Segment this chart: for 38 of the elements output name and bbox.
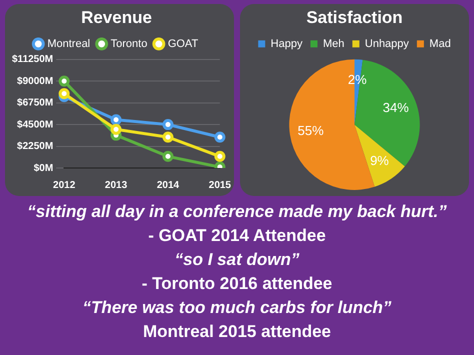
- data-label: 55%: [298, 123, 324, 138]
- legend-label: Mad: [429, 38, 451, 50]
- legend-label: Happy: [270, 38, 303, 50]
- chart-title: Satisfaction: [306, 8, 403, 27]
- text: “so I sat down”: [174, 249, 300, 271]
- point: [58, 88, 70, 100]
- point: [162, 119, 174, 130]
- text: “sitting all day in a conference made my back hurt.”: [26, 201, 448, 223]
- text: “There was too much carbs for lunch”: [82, 297, 392, 319]
- point: [110, 114, 122, 126]
- y-tick-label: $9000M: [17, 76, 54, 87]
- text: Montreal 2015 attendee: [142, 321, 332, 343]
- point: [162, 150, 174, 162]
- point: [58, 76, 70, 87]
- x-tick-label: 2015: [208, 180, 232, 191]
- chart-title: Revenue: [81, 8, 152, 27]
- data-label: 2%: [348, 72, 368, 87]
- point: [214, 132, 226, 143]
- y-tick-label: $11250M: [12, 54, 54, 66]
- x-tick-label: 2013: [104, 180, 128, 191]
- data-label: 9%: [370, 153, 390, 168]
- y-tick-label: $2250M: [17, 141, 54, 152]
- legend-label: Unhappy: [364, 38, 410, 50]
- legend-label: Meh: [322, 38, 344, 50]
- x-tick-label: 2014: [156, 180, 180, 191]
- point: [162, 132, 174, 143]
- point: [214, 150, 226, 162]
- data-label: 34%: [382, 100, 410, 115]
- y-tick-label: $0M: [34, 162, 54, 174]
- point: [110, 124, 122, 135]
- text: - GOAT 2014 Attendee: [147, 225, 327, 247]
- legend-label: Montreal: [47, 38, 90, 50]
- x-tick-label: 2012: [53, 180, 76, 191]
- y-tick-label: $4500M: [17, 119, 54, 130]
- text: - Toronto 2016 attendee: [140, 273, 334, 295]
- legend-label: GOAT: [168, 38, 198, 50]
- y-tick-label: $6750M: [17, 98, 54, 109]
- legend-label: Toronto: [110, 38, 148, 50]
